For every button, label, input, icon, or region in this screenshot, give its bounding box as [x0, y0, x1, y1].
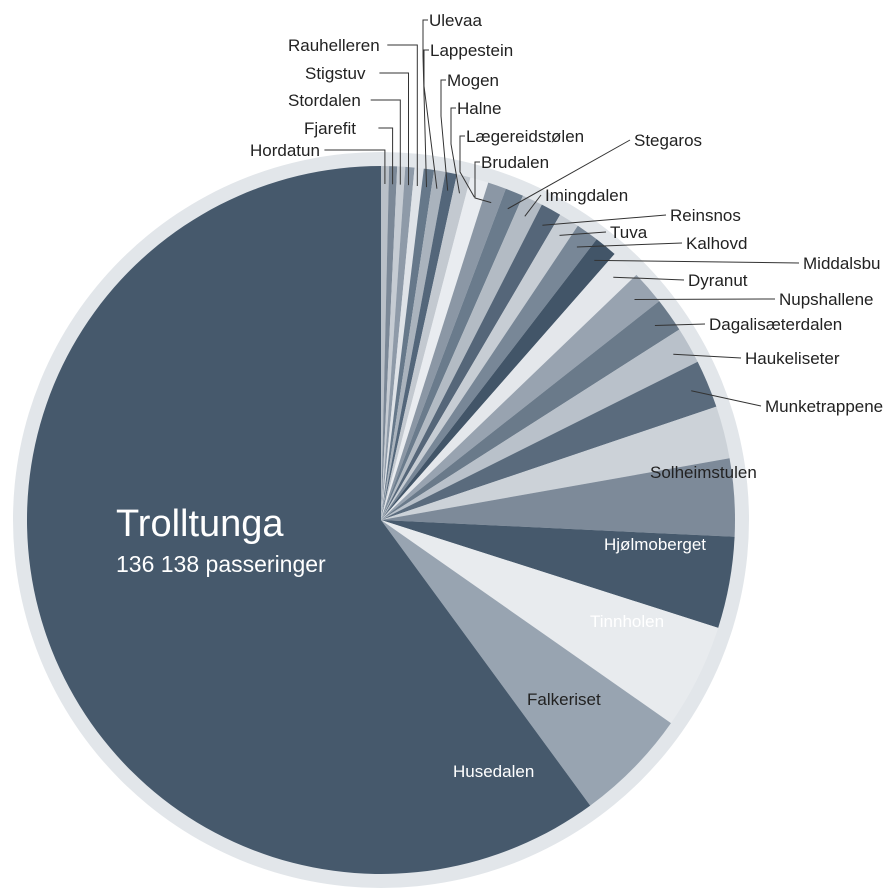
slice-label-munketrappene: Munketrappene	[765, 397, 883, 416]
slice-label-solheimstulen: Solheimstulen	[650, 463, 757, 482]
leader-line-mogen	[440, 79, 449, 191]
slice-label-middalsbu: Middalsbu	[803, 254, 881, 273]
slice-tuva	[381, 214, 578, 520]
leader-line-imingdalen	[524, 194, 542, 217]
leader-line-haukeliseter	[673, 353, 742, 359]
leader-line-stordalen	[370, 99, 401, 185]
slice-label-lappestein: Lappestein	[430, 41, 513, 60]
slice-label-mogen: Mogen	[447, 71, 499, 90]
leader-line-munketrappene	[691, 390, 762, 407]
slice-label-haukeliseter: Haukeliseter	[745, 349, 840, 368]
slice-label-rauhelleren: Rauhelleren	[288, 36, 380, 55]
leader-line-reinsnos	[542, 214, 667, 226]
slice-trolltunga	[26, 166, 591, 874]
slice-brudalen	[381, 182, 506, 520]
slice-stordalen	[381, 166, 406, 520]
slice-label-stigstuv: Stigstuv	[305, 64, 366, 83]
slice-hordatun	[381, 165, 390, 520]
slice-munketrappene	[381, 361, 717, 520]
pie-slices	[26, 165, 736, 874]
slice-label-hjolmoberget: Hjølmoberget	[604, 535, 706, 554]
leader-line-lappestein	[423, 49, 438, 189]
slice-label-laegereidstolen: Lægereidstølen	[466, 127, 584, 146]
slice-label-dyranut: Dyranut	[688, 271, 748, 290]
slice-stigstuv	[381, 166, 415, 520]
leader-line-hordatun	[324, 149, 386, 184]
slice-label-tinnholen: Tinnholen	[590, 612, 664, 631]
slice-label-tuva: Tuva	[610, 223, 648, 242]
slice-falkeriset	[381, 520, 719, 724]
leader-line-middalsbu	[594, 259, 800, 264]
slice-reinsnos	[381, 204, 561, 520]
leader-line-dagalisaeterdalen	[654, 323, 706, 326]
slice-rauhelleren	[381, 167, 424, 520]
slice-ulevaa	[381, 168, 435, 520]
slice-mogen	[381, 171, 457, 520]
leader-line-dyranut	[613, 276, 685, 281]
slice-stegaros	[381, 188, 523, 521]
leader-line-laegereidstolen	[459, 135, 475, 198]
slice-lappestein	[381, 170, 446, 520]
slice-tinnholen	[381, 520, 735, 628]
slice-imingdalen	[381, 195, 542, 521]
slice-label-fjarefit: Fjarefit	[304, 119, 356, 138]
slice-label-husedalen: Husedalen	[453, 762, 534, 781]
slice-label-falkeriset: Falkeriset	[527, 690, 601, 709]
slice-haukeliseter	[381, 329, 698, 520]
leader-line-nupshallene	[634, 298, 776, 300]
trolltunga-name-label: Trolltunga	[116, 503, 284, 545]
leader-line-stigstuv	[379, 72, 409, 186]
slice-dagalisaeterdalen	[381, 301, 680, 520]
slice-halne	[381, 174, 471, 521]
slice-label-dagalisaeterdalen: Dagalisæterdalen	[709, 315, 842, 334]
slice-label-halne: Halne	[457, 99, 501, 118]
slice-label-ulevaa: Ulevaa	[429, 11, 482, 30]
slice-laegereidstolen	[381, 177, 489, 521]
slice-label-stegaros: Stegaros	[634, 131, 702, 150]
slice-husedalen	[381, 520, 671, 806]
slice-kalhovd	[381, 225, 597, 520]
leader-line-ulevaa	[422, 19, 428, 188]
leader-line-halne	[450, 107, 460, 194]
slice-hjolmoberget	[381, 458, 736, 537]
slice-label-hordatun: Hordatun	[250, 141, 320, 160]
leader-line-brudalen	[474, 161, 492, 204]
leader-line-fjarefit	[378, 127, 394, 185]
leader-line-stegaros	[507, 139, 631, 210]
trolltunga-value-label: 136 138 passeringer	[116, 551, 326, 577]
slice-label-imingdalen: Imingdalen	[545, 186, 628, 205]
slice-nupshallene	[381, 274, 660, 520]
leader-line-kalhovd	[576, 242, 683, 248]
slice-solheimstulen	[381, 406, 730, 520]
slice-label-nupshallene: Nupshallene	[779, 290, 874, 309]
slice-middalsbu	[381, 239, 615, 521]
pie-labels: Hordatun Fjarefit Stordalen Stigstuv Rauhell…	[250, 11, 883, 781]
leader-line-tuva	[559, 231, 607, 236]
slice-label-reinsnos: Reinsnos	[670, 206, 741, 225]
slice-label-stordalen: Stordalen	[288, 91, 361, 110]
leader-line-rauhelleren	[387, 44, 418, 186]
slice-fjarefit	[381, 166, 398, 520]
slice-label-kalhovd: Kalhovd	[686, 234, 747, 253]
slice-dyranut	[381, 254, 637, 520]
slice-label-brudalen: Brudalen	[481, 153, 549, 172]
